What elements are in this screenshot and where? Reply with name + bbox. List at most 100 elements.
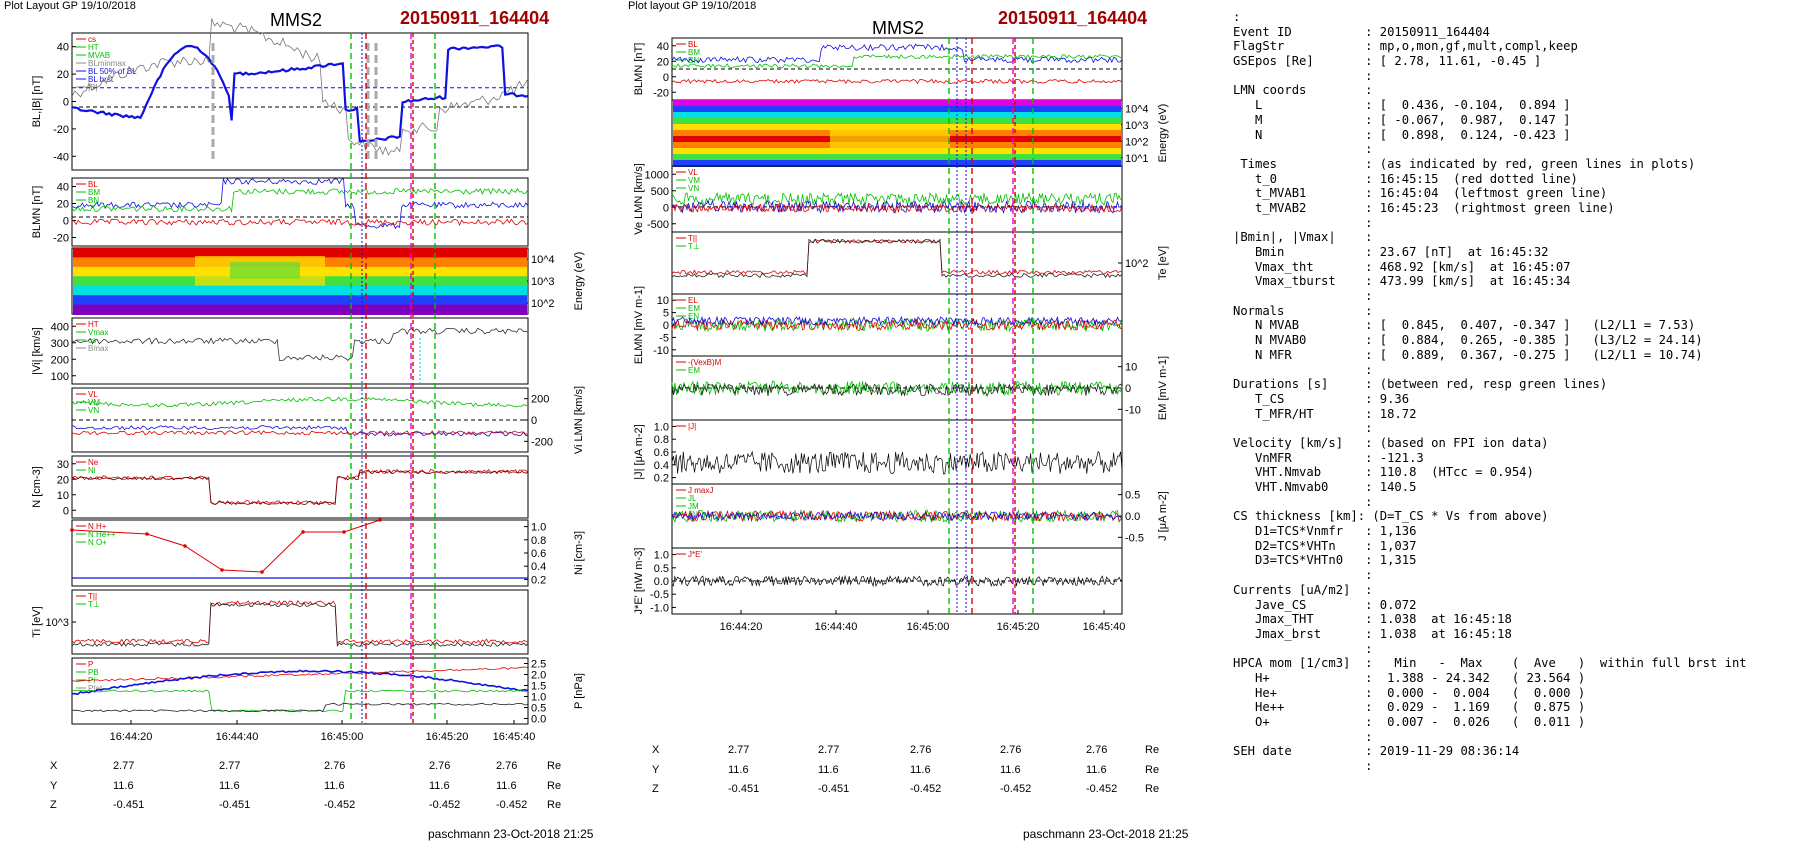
coord-row-label: Z bbox=[652, 783, 659, 795]
left-legend-label: BLminmax bbox=[88, 59, 126, 68]
left-hpp-point bbox=[342, 530, 346, 534]
left-ni-series bbox=[71, 470, 529, 506]
left-legend-label: cs bbox=[88, 35, 96, 44]
info-line: CS thickness [km]: (D=T_CS * Vs from abo… bbox=[1233, 509, 1549, 524]
left-spectrogram-band bbox=[73, 304, 527, 315]
middle-bn-series bbox=[671, 78, 1123, 85]
middle-ytick-label: 0.4 bbox=[654, 460, 669, 472]
middle-legend-label: VN bbox=[688, 184, 699, 193]
coord-value: -0.452 bbox=[1000, 783, 1032, 795]
left-spectrogram-band bbox=[73, 285, 527, 297]
left-legend-label: Bmax bbox=[88, 344, 108, 353]
info-line: : bbox=[1233, 641, 1373, 656]
info-line: : bbox=[1233, 10, 1241, 24]
coord-value: 2.76 bbox=[324, 760, 346, 772]
middle-ytick-label: 5 bbox=[663, 308, 669, 320]
middle-ytick-label: 0.8 bbox=[654, 434, 669, 446]
left-ytick-label: 1.5 bbox=[531, 681, 546, 693]
middle-ytick-label: 500 bbox=[651, 186, 669, 198]
middle-j-series bbox=[671, 450, 1123, 475]
left-frame-n bbox=[71, 455, 529, 519]
coord-value: 11.6 bbox=[1086, 764, 1107, 776]
left-p-series bbox=[71, 666, 529, 682]
middle-jl-series bbox=[671, 510, 1123, 522]
middle-ylabel: Te [eV] bbox=[1157, 246, 1169, 280]
info-line: D3=TCS*VHTn0 : 1,315 bbox=[1233, 553, 1417, 568]
coord-value: -0.451 bbox=[113, 799, 145, 811]
middle-legend-label: T⊥ bbox=[688, 242, 700, 251]
coord-value: 2.76 bbox=[910, 744, 932, 756]
coord-value: 11.6 bbox=[113, 780, 134, 792]
info-line: L : [ 0.436, -0.104, 0.894 ] bbox=[1233, 98, 1571, 113]
middle-ytick-label: 0.6 bbox=[654, 447, 669, 459]
coord-value: 2.76 bbox=[496, 760, 518, 772]
left-ytick-label: 0.2 bbox=[531, 574, 546, 586]
coord-value: 11.6 bbox=[496, 780, 517, 792]
left-ytick-label: 0.4 bbox=[531, 561, 546, 573]
middle-ytick-label: 10^2 bbox=[1125, 136, 1149, 148]
info-line: t_MVAB1 : 16:45:04 (leftmost green line) bbox=[1233, 186, 1608, 201]
left-spectrogram-band bbox=[73, 295, 527, 306]
coord-value: 2.77 bbox=[219, 760, 241, 772]
coord-value: 11.6 bbox=[818, 764, 839, 776]
info-line: N MVAB0 : [ 0.884, 0.265, -0.385 ] (L3/L… bbox=[1233, 333, 1703, 348]
left-ytick-label: 1.0 bbox=[531, 522, 546, 534]
middle-ytick-label: -5 bbox=[659, 332, 669, 344]
info-line: D2=TCS*VHTn : 1,037 bbox=[1233, 538, 1417, 553]
middle-vn-series bbox=[671, 203, 1123, 214]
info-line: t_MVAB2 : 16:45:23 (rightmost green line… bbox=[1233, 200, 1615, 215]
left-ytick-label: -200 bbox=[531, 436, 553, 448]
info-line: Jmax_THT : 1.038 at 16:45:18 bbox=[1233, 612, 1512, 627]
middle-tpar-series bbox=[671, 238, 1122, 276]
left-hpp-point bbox=[378, 518, 382, 522]
coord-value: -0.451 bbox=[728, 783, 760, 795]
left-vi-series bbox=[71, 327, 529, 361]
left-legend-label: N H+ bbox=[88, 522, 107, 531]
coord-value: 11.6 bbox=[429, 780, 450, 792]
middle-ytick-label: -500 bbox=[647, 219, 669, 231]
middle-ytick-label: 10^3 bbox=[1125, 120, 1149, 132]
middle-spectrogram-band bbox=[673, 160, 1121, 167]
left-legend-label: BN bbox=[88, 196, 99, 205]
middle-spectrogram-band bbox=[673, 118, 1121, 125]
left-time-tick-label: 16:44:40 bbox=[216, 731, 259, 743]
left-time-tick-label: 16:45:40 bbox=[493, 731, 536, 743]
middle-ytick-label: 10 bbox=[1125, 362, 1137, 374]
middle-ytick-label: 0.2 bbox=[654, 473, 669, 485]
left-hpp-series bbox=[71, 519, 381, 573]
middle-ytick-label: -0.5 bbox=[650, 589, 669, 601]
left-ytick-label: 0 bbox=[63, 505, 69, 517]
left-legend-label: Ptot bbox=[88, 684, 103, 693]
left-legend-label: VN bbox=[88, 406, 99, 415]
middle-bm-series bbox=[671, 54, 1123, 69]
left-legend-label: Vmax bbox=[88, 328, 108, 337]
info-line: Jmax_brst : 1.038 at 16:45:18 bbox=[1233, 626, 1512, 641]
middle-ylabel: ELMN [mV m-1] bbox=[633, 286, 645, 364]
middle-ytick-label: 0.5 bbox=[1125, 490, 1140, 502]
left-tperp-series bbox=[71, 602, 529, 647]
left-ytick-label: 20 bbox=[57, 474, 69, 486]
info-line: : bbox=[1233, 421, 1373, 436]
middle-legend-label: EN bbox=[688, 312, 699, 321]
info-line: Durations [s] : (between red, resp green… bbox=[1233, 377, 1608, 392]
left-legend-label: T|| bbox=[88, 592, 97, 601]
left-ytick-label: 2.5 bbox=[531, 659, 546, 671]
middle-legend-label: EM bbox=[688, 304, 700, 313]
left-tpar-series bbox=[71, 600, 529, 645]
middle-legend-label: JL bbox=[688, 494, 697, 503]
middle-bl-series bbox=[671, 43, 1123, 64]
coord-row-label: Y bbox=[652, 764, 660, 776]
coord-value: 2.77 bbox=[728, 744, 750, 756]
info-line: HPCA mom [1/cm3] : Min - Max ( Ave ) wit… bbox=[1233, 656, 1747, 671]
middle-ytick-label: 10^4 bbox=[1125, 103, 1149, 115]
coord-value: -0.451 bbox=[818, 783, 850, 795]
middle-spectrogram-band bbox=[673, 124, 1121, 131]
middle-emm-series bbox=[671, 380, 1123, 397]
middle-time-tick-label: 16:44:40 bbox=[815, 621, 858, 633]
info-line: Vmax_tht : 468.92 [km/s] at 16:45:07 bbox=[1233, 259, 1571, 274]
middle-legend-label: JN bbox=[688, 510, 698, 519]
